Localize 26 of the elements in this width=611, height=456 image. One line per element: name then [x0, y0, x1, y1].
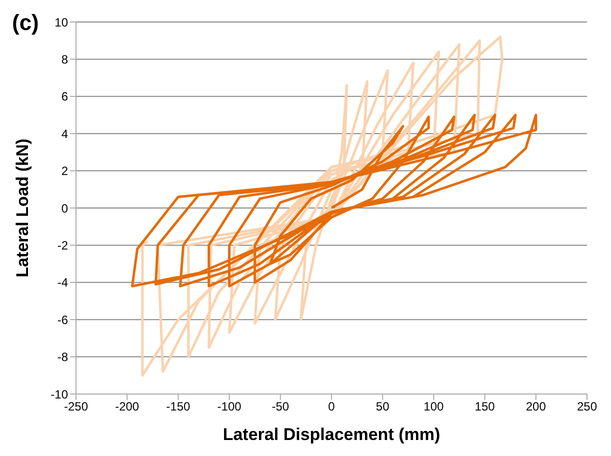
x-tick-label: -50: [272, 400, 290, 414]
y-tick-label: 10: [54, 15, 68, 30]
line-series: [130, 114, 538, 288]
x-tick-label: 200: [526, 400, 546, 414]
y-tick-label: -8: [57, 350, 68, 364]
y-tick-label: 2: [61, 164, 68, 178]
x-tick-label: -200: [115, 400, 140, 414]
x-tick-label: 250: [576, 400, 598, 414]
x-tick-label: 150: [474, 400, 496, 414]
y-tick-label: -2: [57, 238, 68, 252]
y-tick-label: 6: [61, 90, 68, 104]
chart-title: (c): [12, 10, 39, 36]
y-tick-label: 0: [61, 201, 68, 216]
y-axis-title: Lateral Load (kN): [13, 138, 32, 278]
y-tick-label: -4: [57, 276, 68, 290]
y-tick-label: 4: [61, 126, 68, 141]
x-axis-title: Lateral Displacement (mm): [222, 425, 440, 444]
y-tick-label: 8: [61, 52, 68, 66]
x-tick-label: 50: [376, 400, 390, 414]
y-tick-label: -6: [57, 312, 68, 327]
y-tick-label: -10: [50, 387, 68, 402]
x-tick-label: 100: [424, 400, 444, 414]
x-tick-label: 0: [328, 400, 336, 414]
x-tick-label: -100: [217, 400, 242, 414]
x-tick-label: -250: [64, 400, 88, 414]
x-tick-label: -150: [166, 400, 191, 414]
